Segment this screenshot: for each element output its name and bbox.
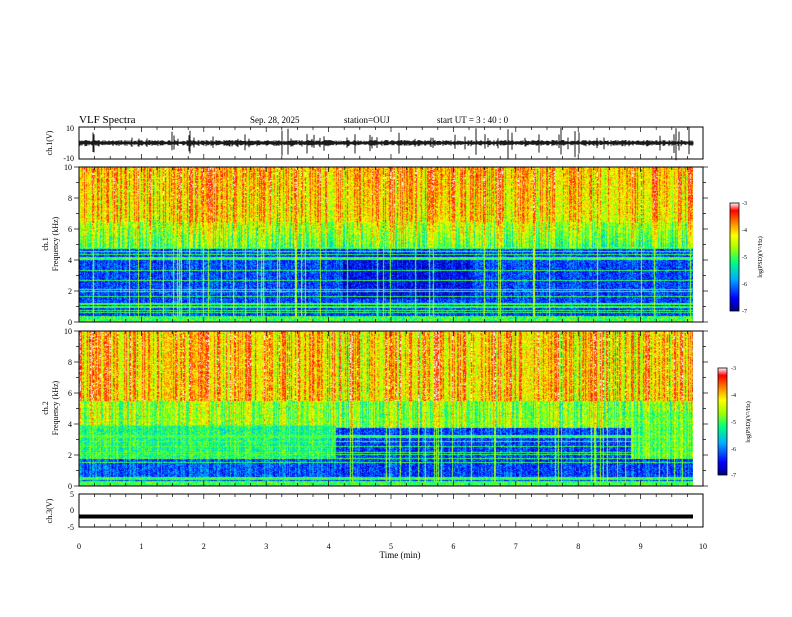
station-label: station=OUJ	[344, 115, 390, 125]
ch1-spectrogram-image	[79, 167, 693, 322]
ch2-cb-tick-1: -4	[731, 393, 736, 399]
ch1-spec-ylabel-line2: Frequency (kHz)	[51, 216, 60, 271]
ch2-spectrogram-panel: 0 2 4 6 8 10 ch.2 Frequency (kHz)	[41, 327, 708, 491]
ch2-spectrogram-image	[79, 331, 693, 486]
x-tick-label: 4	[327, 542, 331, 551]
spec-ytick-label: 8	[68, 358, 72, 367]
ch1-waveform-ylabel: ch.1(V)	[45, 130, 54, 155]
x-tick-label: 6	[451, 542, 455, 551]
ch2-spec-ylabel-line1: ch.2	[41, 401, 50, 415]
spec-ytick-label: 2	[68, 451, 72, 460]
ch1-spectrogram-image-holder	[79, 167, 693, 322]
x-tick-label: 1	[139, 542, 143, 551]
start-time-label: start UT = 3 : 40 : 0	[437, 115, 509, 125]
ch3-ytick-top: 5	[70, 490, 74, 499]
ch1-cb-tick-1: -4	[742, 228, 747, 234]
x-axis-label: Time (min)	[380, 550, 421, 560]
spec-ytick-label: 0	[68, 318, 72, 327]
x-tick-label: 10	[699, 542, 707, 551]
spec-ytick-label: 2	[68, 287, 72, 296]
x-tick-label: 7	[514, 542, 518, 551]
ch2-cb-tick-2: -5	[731, 420, 736, 426]
spec-ytick-label: 6	[68, 225, 72, 234]
x-tick-label: 3	[264, 542, 268, 551]
ch3-ytick-mid: 0	[70, 506, 74, 515]
ch1-ytick-bottom: -10	[63, 154, 74, 163]
ch2-colorbar-label: log(PSD)(V²/Hz)	[745, 401, 752, 442]
ch1-waveform-panel: 10 -10 ch.1(V)	[45, 124, 704, 163]
ch1-cb-tick-0: -3	[742, 201, 747, 207]
spec-ytick-label: 4	[68, 256, 72, 265]
x-tick-label: 2	[202, 542, 206, 551]
spec-ytick-label: 10	[64, 163, 72, 172]
ch1-cb-tick-3: -6	[742, 282, 747, 288]
ch1-spec-ylabel-line1: ch.1	[41, 237, 50, 251]
ch2-spectrogram-image-holder	[79, 331, 693, 486]
ch1-waveform-trace	[78, 127, 694, 161]
ch1-cb-tick-4: -7	[742, 309, 747, 315]
spec-ytick-label: 8	[68, 194, 72, 203]
figure-date: Sep. 28, 2025	[250, 115, 300, 125]
ch2-cb-tick-4: -7	[731, 473, 736, 479]
ch2-cb-tick-3: -6	[731, 447, 736, 453]
ch1-colorbar-label: log(PSD)(V²/Hz)	[757, 236, 764, 277]
ch3-waveform-panel: 5 0 -5 ch.3(V) 0 1 2 3 4 5 6 7 8 9 10 Time (min)	[45, 490, 707, 560]
ch3-ytick-bottom: -5	[67, 523, 74, 532]
spec-ytick-label: 4	[68, 420, 72, 429]
ch2-cb-tick-0: -3	[731, 366, 736, 372]
x-tick-label: 5	[389, 542, 393, 551]
spec-ytick-label: 6	[68, 389, 72, 398]
ch1-ytick-top: 10	[66, 124, 74, 133]
x-tick-label: 9	[639, 542, 643, 551]
ch1-colorbar-gradient	[729, 202, 740, 312]
ch2-colorbar-gradient	[717, 367, 728, 476]
x-tick-label: 8	[576, 542, 580, 551]
x-tick-label: 0	[77, 542, 81, 551]
spec-ytick-label: 10	[64, 327, 72, 336]
figure-title: VLF Spectra	[79, 114, 136, 126]
ch3-waveform-ylabel: ch.3(V)	[45, 498, 54, 523]
ch2-spec-ylabel-line2: Frequency (kHz)	[51, 380, 60, 435]
ch1-colorbar: -3 -4 -5 -6 -7 log(PSD)(V²/Hz)	[729, 201, 764, 315]
spec-ytick-label: 0	[68, 482, 72, 491]
ch2-colorbar: -3 -4 -5 -6 -7 log(PSD)(V²/Hz)	[717, 366, 752, 479]
ch1-cb-tick-2: -5	[742, 255, 747, 261]
ch1-spectrogram-panel: 0 2 4 6 8 10 ch.1 Frequency (kHz)	[41, 163, 708, 327]
